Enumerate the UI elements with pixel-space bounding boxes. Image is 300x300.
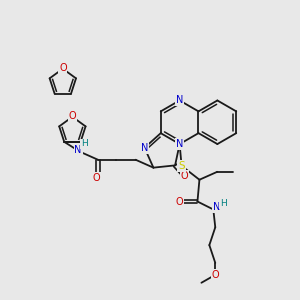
Text: O: O — [212, 270, 219, 280]
Text: N: N — [176, 139, 183, 149]
Text: S: S — [178, 161, 185, 171]
Text: O: O — [69, 111, 76, 121]
Text: H: H — [220, 199, 226, 208]
Text: H: H — [81, 140, 87, 148]
Text: N: N — [74, 145, 82, 155]
Text: O: O — [181, 171, 188, 181]
Text: N: N — [213, 202, 220, 212]
Text: O: O — [92, 172, 100, 183]
Text: N: N — [176, 95, 183, 106]
Text: O: O — [176, 196, 183, 206]
Text: O: O — [59, 63, 67, 73]
Text: N: N — [141, 143, 148, 153]
